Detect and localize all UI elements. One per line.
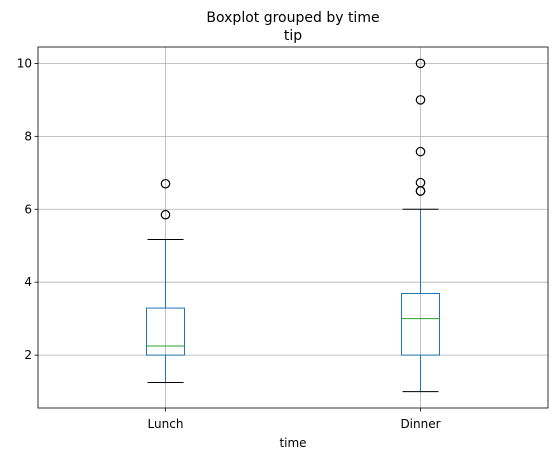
grid-layer [38,47,548,408]
boxes-layer [146,58,440,393]
x-tick-label: Lunch [148,417,184,431]
box-group-dinner [401,58,440,393]
iqr-box [401,293,440,356]
outlier-point [415,177,426,188]
y-tick-label: 4 [24,275,32,289]
outlier-point [415,146,426,157]
chart-subtitle: tip [284,28,302,44]
outlier-point [160,209,171,220]
y-axis: 2 4 6 8 10 [17,56,38,362]
y-tick-label: 6 [24,202,32,216]
plot-frame [37,46,549,409]
x-axis-label: time [279,436,306,450]
box-group-lunch [146,178,185,383]
x-tick-label: Dinner [400,417,440,431]
y-tick-label: 2 [24,348,32,362]
chart-title: Boxplot grouped by time [206,10,379,26]
outlier-point [415,58,426,69]
outlier-point [160,178,171,189]
x-axis: Lunch Dinner [148,408,441,431]
y-tick-label: 8 [24,129,32,143]
outlier-point [415,95,426,105]
y-tick-label: 10 [17,56,32,70]
iqr-box [146,307,185,356]
